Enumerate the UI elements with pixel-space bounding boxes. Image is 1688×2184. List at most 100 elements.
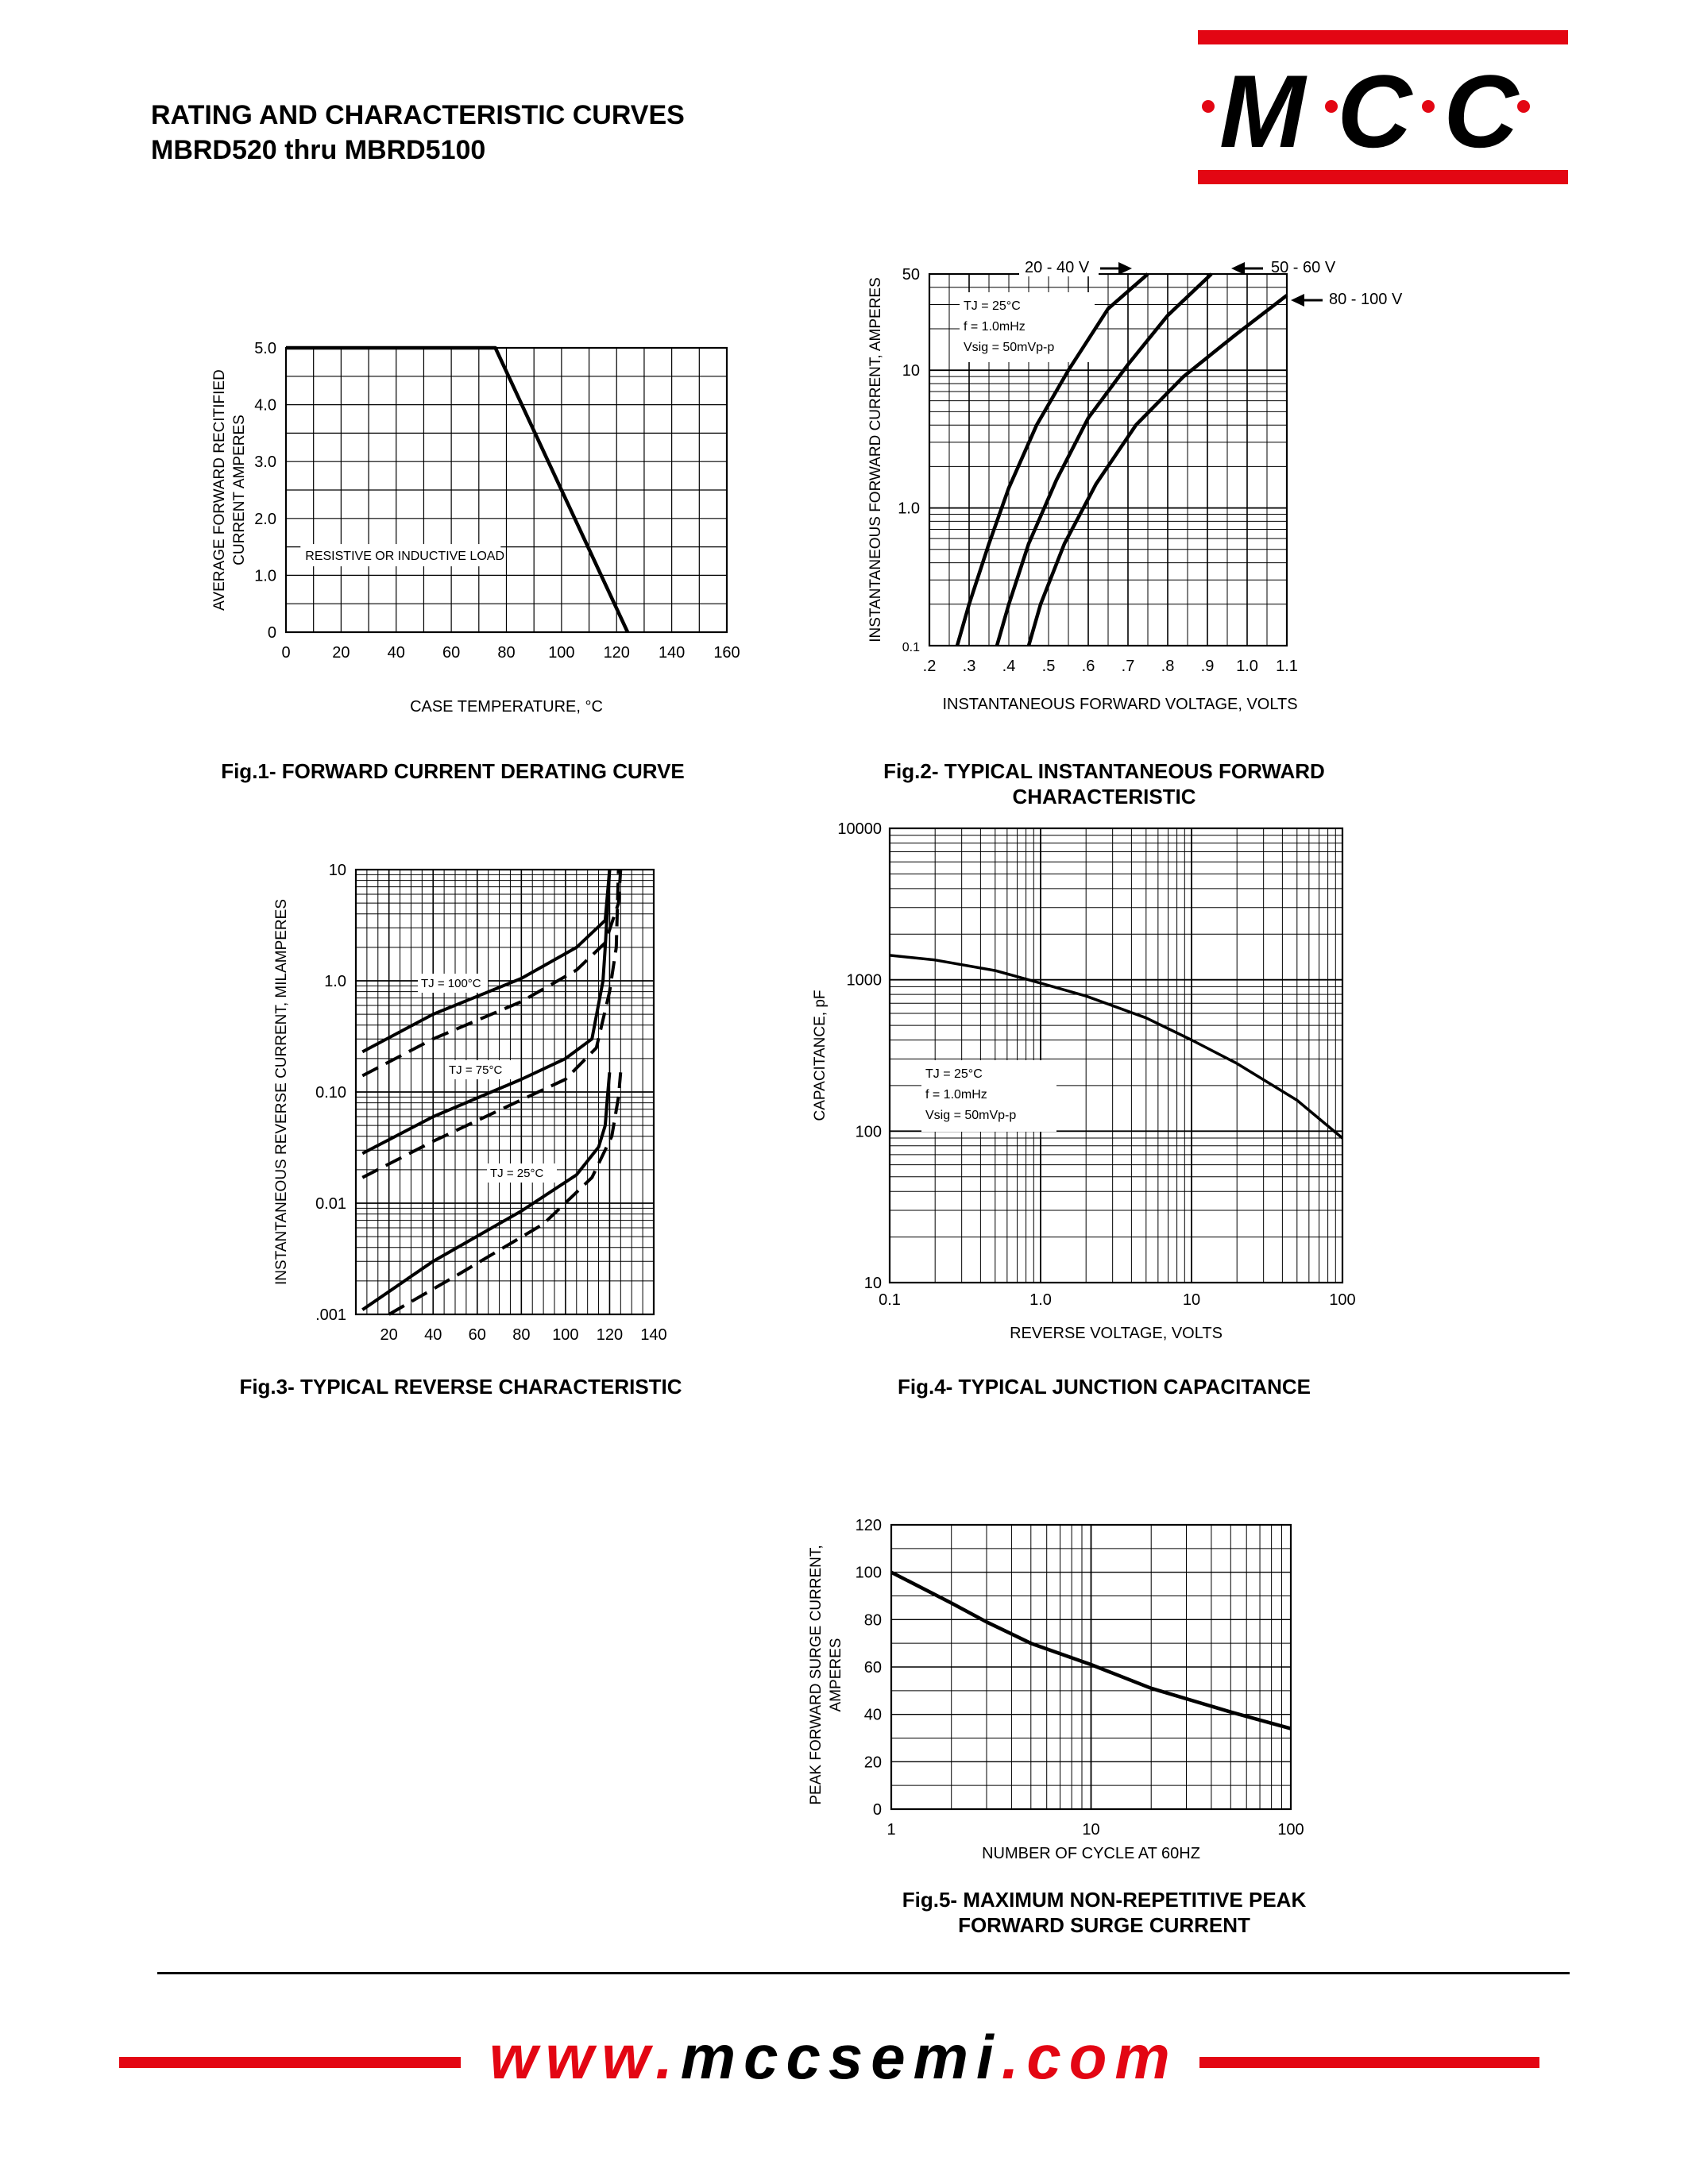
fig1-x-axis-label: CASE TEMPERATURE, °C xyxy=(410,698,603,716)
fig4-y-tick-label: 100 xyxy=(856,1123,882,1140)
fig2-caption-line-1: Fig.2- TYPICAL INSTANTANEOUS FORWARD xyxy=(883,759,1325,783)
fig5-y-axis-label: PEAK FORWARD SURGE CURRENT, xyxy=(808,1545,825,1804)
fig2-annotation: f = 1.0mHz xyxy=(964,320,1026,334)
fig1-y-tick-label: 4.0 xyxy=(254,397,276,415)
fig3-annotation-bg xyxy=(418,974,488,993)
fig4-annotation: f = 1.0mHz xyxy=(925,1088,987,1102)
fig1-y-tick-label: 3.0 xyxy=(254,453,276,471)
page-title-line-1: RATING AND CHARACTERISTIC CURVES xyxy=(151,100,685,130)
fig2-x-tick-label: .8 xyxy=(1161,658,1175,675)
fig4-x-tick-label: 100 xyxy=(1329,1291,1355,1309)
footer-url-suffix: .com xyxy=(1001,2022,1178,2092)
fig2-caption-line-2: CHARACTERISTIC xyxy=(1012,785,1196,808)
fig3-series-line xyxy=(361,869,620,1179)
fig2-y-axis-label: INSTANTANEOUS FORWARD CURRENT, AMPERES xyxy=(867,277,884,642)
fig3-y-tick-label: .001 xyxy=(315,1306,346,1324)
fig1-y-tick-label: 0 xyxy=(268,624,276,642)
fig3-y-tick-label: 1.0 xyxy=(324,973,346,990)
fig3-annotation: TJ = 100°C xyxy=(421,977,481,990)
fig1-annotation: RESISTIVE OR INDUCTIVE LOAD xyxy=(305,550,504,563)
fig5-y-tick-label: 120 xyxy=(856,1517,882,1534)
fig3-x-tick-label: 60 xyxy=(469,1326,486,1344)
fig2-x-tick-label: .5 xyxy=(1042,658,1056,675)
fig1-series-line xyxy=(286,345,630,633)
fig4-annotation-bg xyxy=(921,1060,1056,1132)
fig2-y-tick-label: 10 xyxy=(902,362,920,380)
fig4-y-tick-label: 1000 xyxy=(847,972,883,990)
fig3-caption: Fig.3- TYPICAL REVERSE CHARACTERISTIC xyxy=(239,1375,682,1399)
fig4-caption: Fig.4- TYPICAL JUNCTION CAPACITANCE xyxy=(897,1375,1311,1399)
fig4-x-tick-label: 0.1 xyxy=(879,1291,901,1309)
fig3-series-line xyxy=(361,869,612,1054)
fig1-y-axis-label: CURRENT AMPERES xyxy=(231,415,248,565)
fig5-y-axis-label: AMPERES xyxy=(828,1638,844,1712)
fig1-y-tick-label: 2.0 xyxy=(254,511,276,528)
fig5-y-tick-label: 40 xyxy=(864,1707,882,1724)
fig5-x-tick-label: 100 xyxy=(1277,1821,1304,1839)
fig1-x-tick-label: 40 xyxy=(388,644,405,662)
fig4-annotation: Vsig = 50mVp-p xyxy=(925,1109,1016,1122)
logo-dot xyxy=(1202,100,1215,113)
fig1-x-tick-label: 80 xyxy=(497,644,515,662)
fig2-y-tick-label: 0.1 xyxy=(902,641,920,654)
fig2-series-label: 50 - 60 V xyxy=(1271,259,1336,276)
fig2-x-tick-label: .4 xyxy=(1002,658,1016,675)
fig2-y-tick-label: 1.0 xyxy=(898,500,920,518)
fig1-caption: Fig.1- FORWARD CURRENT DERATING CURVE xyxy=(221,759,685,783)
fig4-series-line xyxy=(889,954,1344,1140)
fig2-series-line xyxy=(955,272,1149,646)
logo-dot xyxy=(1325,100,1338,113)
fig2-series-label: 80 - 100 V xyxy=(1329,291,1403,308)
fig2-x-tick-label: .6 xyxy=(1082,658,1095,675)
fig4-y-axis-label: CAPACITANCE, pF xyxy=(812,990,829,1121)
fig2-label-arrow-head xyxy=(1291,294,1304,307)
fig3-x-tick-label: 100 xyxy=(552,1326,578,1344)
footer-url-prefix: www. xyxy=(489,2022,681,2092)
fig3-x-tick-label: 80 xyxy=(512,1326,530,1344)
fig5-y-tick-label: 100 xyxy=(856,1565,882,1582)
logo-dot xyxy=(1422,100,1435,113)
fig3-x-tick-label: 20 xyxy=(380,1326,398,1344)
fig1-x-tick-label: 100 xyxy=(548,644,574,662)
fig3-series-line xyxy=(361,869,623,1078)
fig2-x-tick-label: 1.1 xyxy=(1276,658,1298,675)
footer-right-bar xyxy=(1199,2057,1539,2068)
fig2-x-tick-label: .7 xyxy=(1122,658,1135,675)
footer-url-domain: mccsemi xyxy=(680,2022,1002,2092)
fig1-plot-frame xyxy=(284,346,728,634)
fig2-x-axis-label: INSTANTANEOUS FORWARD VOLTAGE, VOLTS xyxy=(942,696,1297,713)
fig3-annotation: TJ = 25°C xyxy=(490,1167,543,1180)
fig2-annotation: Vsig = 50mVp-p xyxy=(964,341,1054,354)
fig5-x-tick-label: 10 xyxy=(1082,1821,1099,1839)
fig5-y-tick-label: 20 xyxy=(864,1754,882,1771)
fig2-annotation: TJ = 25°C xyxy=(964,299,1021,313)
fig4-x-tick-label: 1.0 xyxy=(1029,1291,1052,1309)
fig1-y-tick-label: 1.0 xyxy=(254,567,276,585)
fig5-y-tick-label: 0 xyxy=(873,1801,882,1819)
footer-url[interactable]: www.mccsemi.com xyxy=(489,2021,1178,2093)
fig2-label-arrow-head xyxy=(1118,262,1132,275)
fig3-y-tick-label: 0.01 xyxy=(315,1195,346,1213)
fig3-x-tick-label: 140 xyxy=(640,1326,666,1344)
fig1-annotation-bg xyxy=(300,544,501,567)
fig1-x-tick-label: 140 xyxy=(659,644,685,662)
fig1-x-tick-label: 60 xyxy=(442,644,460,662)
fig3-y-tick-label: 0.10 xyxy=(315,1084,346,1102)
footer-rule xyxy=(157,1972,1570,1974)
fig2-legend-bg xyxy=(1019,256,1099,276)
fig5-y-tick-label: 60 xyxy=(864,1659,882,1677)
logo-dot xyxy=(1517,100,1530,113)
fig1-y-axis-label: AVERAGE FORWARD RECITIFIED xyxy=(211,369,228,611)
fig1-x-tick-label: 20 xyxy=(332,644,350,662)
fig3-x-tick-label: 40 xyxy=(424,1326,442,1344)
fig3-y-axis-label: INSTANTANEOUS REVERSE CURRENT, MILAMPERE… xyxy=(273,899,290,1285)
fig2-plot-frame xyxy=(928,272,1288,647)
fig2-x-tick-label: 1.0 xyxy=(1236,658,1258,675)
fig5-series-line xyxy=(890,1570,1292,1731)
fig3-annotation: TJ = 75°C xyxy=(449,1063,502,1077)
fig1-x-tick-label: 0 xyxy=(281,644,290,662)
fig2-annotation-bg xyxy=(960,292,1095,362)
fig3-series-line xyxy=(361,869,612,1156)
fig2-y-tick-label: 50 xyxy=(902,266,920,284)
fig2-x-tick-label: .9 xyxy=(1201,658,1215,675)
